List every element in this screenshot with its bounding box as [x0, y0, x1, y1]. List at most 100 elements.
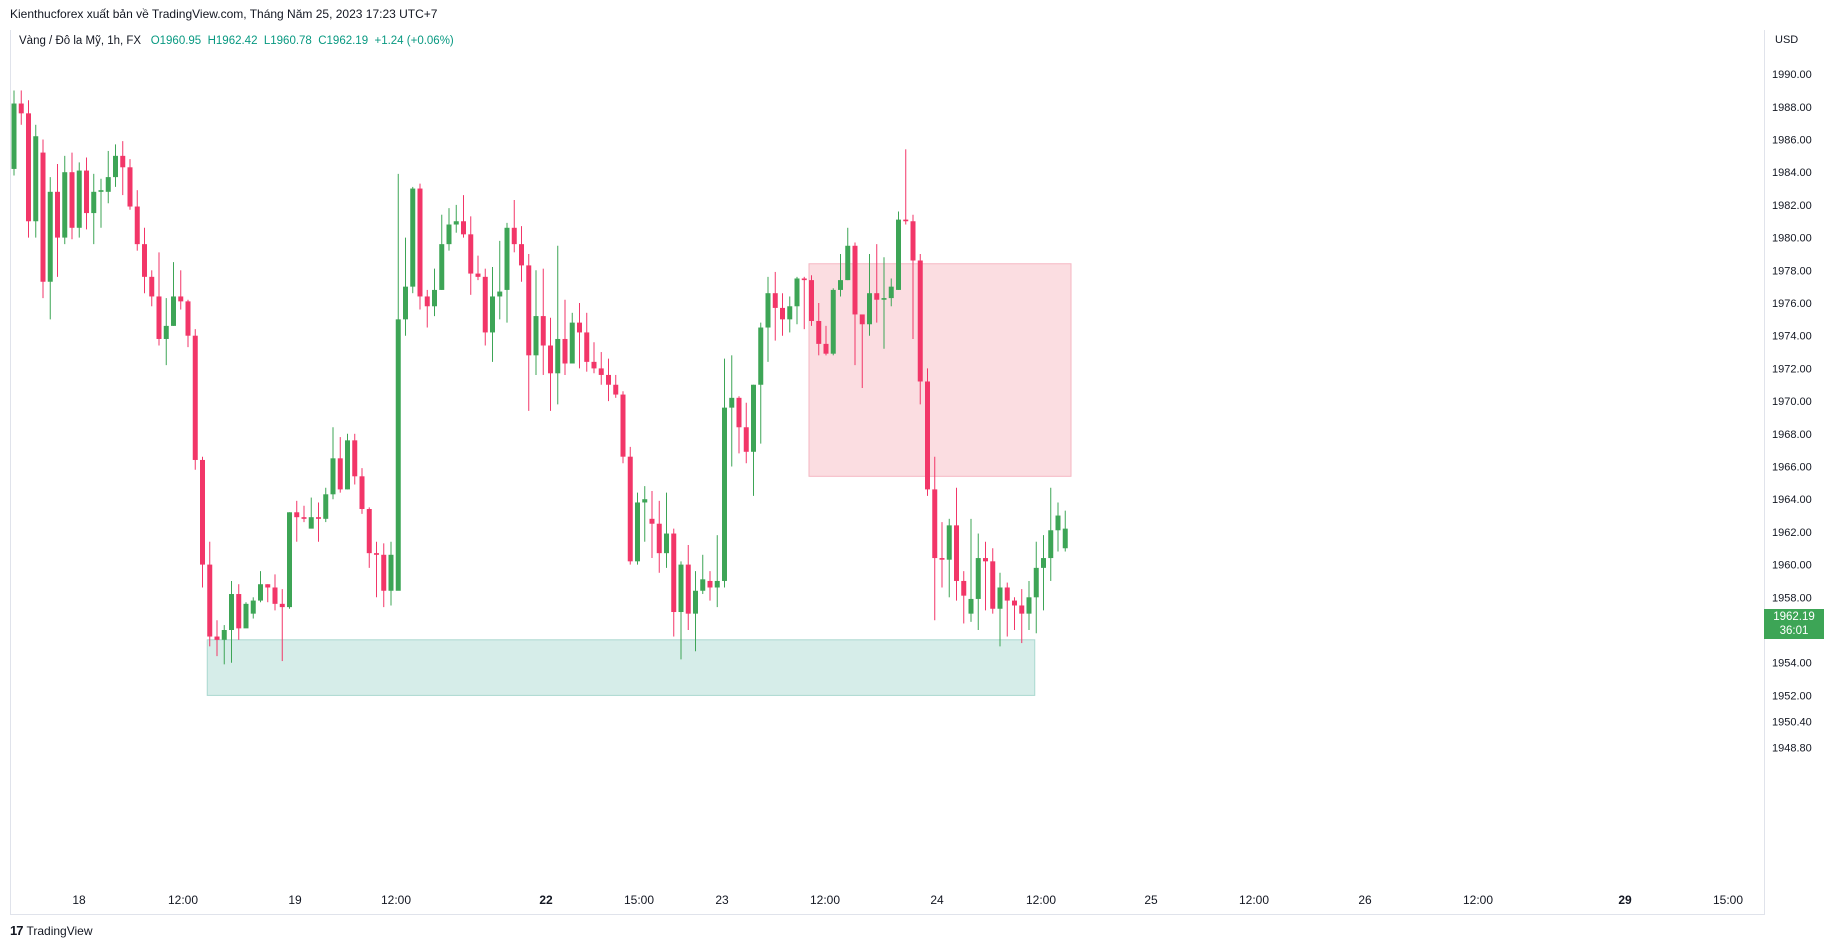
y-tick-label: 1974.00 [1772, 331, 1812, 343]
tradingview-brand[interactable]: 17 TradingView [10, 923, 93, 938]
candle-body [606, 374, 611, 385]
candle-body [613, 384, 619, 395]
candle-body [98, 190, 104, 192]
y-tick-label: 1982.00 [1772, 200, 1812, 212]
candle-body [939, 558, 945, 560]
candle-body [671, 533, 677, 613]
candle-body [903, 219, 909, 222]
candle-body [446, 224, 452, 245]
candle-body [722, 407, 727, 581]
candle-body [381, 554, 387, 591]
candle-body [794, 278, 800, 307]
candle-body [69, 172, 75, 228]
candle-body [751, 384, 756, 452]
brand-name: TradingView [26, 923, 93, 938]
candle-body [548, 345, 553, 374]
candle-body [577, 322, 582, 333]
candle-body [345, 440, 350, 490]
candle-body [816, 320, 822, 344]
candle-body [961, 580, 967, 596]
candle-body [555, 338, 561, 374]
candle-body [569, 322, 575, 364]
candle-body [925, 381, 930, 490]
candle-body [439, 244, 445, 290]
candle-body [352, 440, 358, 477]
candle-body [743, 427, 749, 452]
x-tick-label: 15:00 [624, 893, 654, 907]
candle-body [1026, 597, 1032, 614]
candle-body [874, 293, 880, 300]
candle-body [497, 291, 503, 297]
candle-body [192, 335, 198, 460]
candle-body [330, 458, 336, 495]
y-tick-label: 1948.80 [1772, 743, 1812, 755]
last-price-tag: 1962.19 36:01 [1764, 609, 1824, 639]
ohlc-high: H1962.42 [207, 35, 258, 47]
candle-body [323, 494, 329, 519]
candle-body [1004, 587, 1010, 601]
publish-info: Kienthucforex xuất bản về TradingView.co… [10, 7, 438, 21]
y-tick-label: 1984.00 [1772, 167, 1812, 179]
ohlc-close: C1962.19 [318, 35, 369, 47]
candle-body [374, 553, 379, 555]
candle-body [649, 518, 655, 524]
x-tick-label: 26 [1358, 893, 1372, 907]
candle-body [316, 517, 321, 519]
x-tick-label: 23 [715, 893, 729, 907]
candle-body [337, 458, 343, 490]
candle-body [18, 103, 24, 114]
candle-body [838, 280, 843, 290]
candle-body [308, 517, 314, 529]
candle-body [932, 489, 938, 559]
y-tick-label: 1978.00 [1772, 265, 1812, 277]
candle-body [693, 590, 698, 614]
candle-body [917, 260, 923, 382]
candle-body [47, 191, 53, 282]
candle-body [983, 558, 988, 562]
y-tick-label: 1988.00 [1772, 102, 1812, 114]
last-price-value: 1962.19 [1773, 611, 1815, 623]
x-tick-label: 29 [1618, 893, 1632, 907]
candle-body [149, 276, 155, 297]
candle-body [896, 219, 901, 290]
candle-body [417, 188, 423, 297]
candle-body [968, 598, 974, 614]
x-tick-label: 19 [288, 893, 302, 907]
bar-countdown: 36:01 [1779, 625, 1809, 637]
symbol-name[interactable]: Vàng / Đô la Mỹ, 1h, FX [19, 35, 142, 47]
candle-body [729, 397, 735, 408]
candle-body [809, 280, 814, 321]
tradingview-logo-icon: 17 [10, 923, 24, 938]
y-tick-label: 1976.00 [1772, 298, 1812, 310]
candle-body [33, 136, 39, 222]
candle-body [91, 191, 97, 214]
candle-body [845, 245, 851, 281]
candle-body [867, 293, 872, 325]
currency-label[interactable]: USD [1775, 34, 1799, 46]
y-tick-label: 1972.00 [1772, 363, 1812, 375]
candle-body [236, 594, 242, 629]
candle-body [954, 525, 959, 581]
candle-body [221, 630, 227, 640]
candle-body [635, 502, 640, 562]
candle-body [888, 286, 894, 299]
candle-body [410, 188, 416, 287]
y-tick-label: 1980.00 [1772, 233, 1812, 245]
candle-body [490, 296, 495, 333]
candle-body [946, 525, 952, 560]
candle-body [1062, 528, 1068, 549]
y-tick-label: 1964.00 [1772, 494, 1812, 506]
candle-body [11, 103, 17, 169]
candle-body [265, 584, 271, 588]
candle-body [163, 325, 169, 339]
y-tick-label: 1950.40 [1772, 717, 1812, 729]
candle-body [975, 558, 981, 599]
candle-body [287, 512, 292, 608]
x-tick-label: 12:00 [1026, 893, 1056, 907]
candle-body [388, 554, 394, 591]
candle-body [207, 564, 213, 637]
symbol-legend: Vàng / Đô la Mỹ, 1h, FX O1960.95 H1962.4… [19, 35, 454, 47]
candle-body [504, 227, 510, 290]
chart-frame [10, 30, 1765, 915]
